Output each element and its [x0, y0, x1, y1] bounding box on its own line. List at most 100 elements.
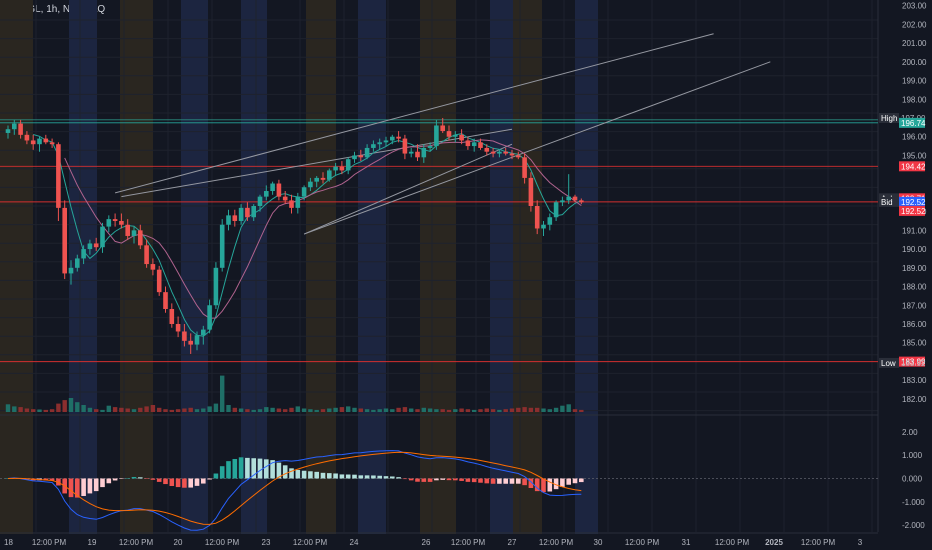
candle-body [226, 215, 231, 225]
macd-histogram-bar [87, 478, 93, 494]
candle-body [371, 144, 376, 148]
macd-histogram-bar [383, 476, 389, 479]
volume-bar [169, 409, 174, 412]
volume-bar [49, 409, 55, 412]
price-axis-label: 185.00 [902, 339, 927, 348]
volume-bar [333, 407, 338, 412]
macd-histogram-bar [560, 478, 565, 487]
macd-histogram-bar [415, 478, 420, 482]
candle-body [547, 217, 553, 225]
session-band [0, 0, 33, 534]
volume-bar [459, 408, 464, 412]
candle-body [465, 140, 471, 147]
macd-histogram-bar [251, 458, 256, 479]
volume-bar [37, 409, 42, 412]
volume-bar [251, 409, 256, 412]
volume-bar [245, 409, 250, 412]
volume-bar [68, 398, 74, 412]
candle-body [182, 331, 187, 341]
time-axis-label: 2025 [765, 538, 783, 547]
volume-bar [100, 409, 105, 412]
macd-histogram-bar [408, 478, 414, 481]
volume-bar [232, 407, 237, 412]
candle-body [62, 207, 67, 274]
candle-body [383, 140, 389, 143]
volume-bar [490, 409, 496, 412]
candle-body [509, 153, 515, 156]
candle-body [301, 187, 307, 197]
volume-bar [472, 409, 477, 412]
volume-bar [503, 409, 508, 412]
macd-histogram-bar [427, 478, 433, 482]
candle-body [282, 196, 288, 201]
price-tag-label-box [879, 196, 899, 207]
volume-bar [213, 403, 219, 412]
session-band [120, 0, 153, 534]
macd-histogram-bar [5, 478, 11, 479]
candle-body [43, 138, 49, 143]
candle-body [516, 155, 521, 158]
time-axis-label: 31 [682, 538, 691, 547]
candle-body [37, 138, 42, 145]
price-axis-label: 201.00 [902, 39, 927, 48]
volume-bar [207, 406, 212, 412]
volume-bar [43, 409, 48, 412]
macd-histogram-bar [396, 477, 401, 479]
signal-line [7, 451, 582, 525]
macd-histogram-bar [402, 478, 408, 480]
price-axis-label: 203.00 [902, 2, 927, 11]
volume-bar [478, 409, 483, 412]
macd-histogram-bar [232, 458, 238, 479]
volume-bar [390, 409, 395, 412]
candle-body [566, 196, 571, 201]
macd-histogram-bar [156, 478, 162, 482]
candle-body [541, 224, 546, 229]
candle-body [434, 125, 439, 147]
time-axis-label: 20 [174, 538, 183, 547]
candle-body [68, 267, 74, 274]
price-tag-box [899, 117, 925, 128]
macd-histogram-bar [364, 475, 370, 479]
candle-body [75, 258, 80, 268]
macd-histogram-bar [453, 478, 458, 481]
session-band [420, 0, 456, 534]
volume-bar [421, 407, 426, 412]
macd-histogram-bar [465, 478, 471, 482]
session-band [513, 0, 542, 534]
volume-bar [346, 406, 351, 412]
volume-bar [18, 407, 23, 412]
macd-histogram-bar [484, 478, 490, 484]
price-axis-label: 191.00 [902, 226, 927, 235]
price-axis-label: 199.00 [902, 77, 927, 86]
volume-bar [308, 409, 313, 412]
volume-bar [81, 405, 86, 412]
candle-body [5, 129, 11, 133]
trendline [114, 33, 714, 194]
volume-bar [24, 408, 30, 412]
candle-body [207, 305, 212, 330]
candle-body [560, 200, 565, 203]
candle-body [276, 183, 282, 197]
candle-body [320, 177, 326, 180]
symbol-title[interactable]: GOOGL, 1h, NASDAQ [4, 4, 106, 15]
session-band [575, 0, 598, 534]
candle-body [446, 131, 452, 137]
volume-bar [572, 409, 578, 412]
price-axis-label: 182.00 [902, 395, 927, 404]
macd-histogram-bar [308, 471, 313, 479]
volume-bar [257, 409, 263, 412]
macd-histogram-bar [301, 470, 307, 479]
macd-histogram-bar [138, 477, 143, 479]
candle-body [125, 224, 130, 236]
candle-body [156, 269, 162, 293]
price-axis-label: 195.00 [902, 151, 927, 160]
session-band [241, 0, 267, 534]
candle-body [289, 200, 294, 208]
volume-bar [157, 407, 162, 412]
volume-bar [276, 408, 282, 412]
macd-histogram-bar [327, 473, 332, 479]
volume-bar [226, 405, 231, 412]
volume-bar [553, 407, 559, 412]
macd-histogram-bar [112, 478, 118, 481]
